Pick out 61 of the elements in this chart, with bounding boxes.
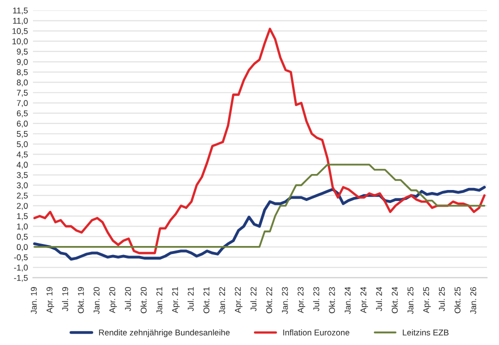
x-tick-label: Apr. 19 [46,287,54,314]
y-tick-label: 1,0 [17,224,28,230]
x-tick-label: Okt. 21 [203,287,210,314]
y-tick-label: 2,5 [16,192,28,200]
x-tick-label: Jan. 25 [408,287,414,314]
y-tick-label: 11,5 [13,8,28,14]
y-tick-label: 4,0 [16,162,28,169]
y-tick-label: 10,0 [12,38,28,46]
x-tick-label: Jul. 22 [250,287,256,312]
x-tick-label: Jan. 26 [470,287,476,314]
x-tick-label: Okt. 20 [140,287,147,314]
x-tick-label: Apr. 20 [109,287,117,314]
x-tick-label: Apr. 21 [172,287,180,314]
y-tick-label: 10,5 [12,28,28,36]
x-tick-label: Jul. 23 [313,287,320,312]
y-tick-label: 7,0 [16,100,28,107]
x-tick-label: Jan. 19 [30,287,37,314]
y-tick-label: 2,0 [16,202,28,210]
y-tick-label: 5,0 [16,141,28,148]
x-tick-label: Okt. 22 [266,287,272,314]
y-tick-label: 3,5 [16,172,28,179]
y-tick-label: -1,0 [14,264,28,272]
y-tick-label: 8,0 [16,80,28,86]
line-series [33,28,486,254]
x-tick-label: Apr. 24 [360,286,368,314]
y-tick-label: -0,5 [14,254,28,262]
y-tick-label: -1,5 [14,275,28,282]
y-tick-label: 0,5 [16,234,28,241]
line-series [34,164,486,248]
x-tick-label: Jul. 24 [376,286,382,312]
x-tick-label: Okt. 24 [392,286,398,314]
x-tick-label: Jul. 21 [188,287,194,312]
x-tick-label: Apr. 22 [234,287,242,314]
y-tick-label: 3,0 [16,182,28,190]
x-tick-label: Jul. 19 [62,287,68,312]
y-tick-label: 9,5 [16,48,28,56]
x-tick-label: Jan. 24 [344,286,351,314]
x-tick-label: Apr. 23 [298,287,306,314]
x-tick-label: Jan. 22 [219,287,226,314]
x-tick-label: Jan. 21 [156,287,162,314]
y-tick-label: 1,5 [17,213,28,220]
legend-label: Rendite zehnjährige Bundesanleihe [99,329,230,338]
y-tick-label: 6,0 [16,120,28,128]
x-tick-label: Jan. 20 [94,287,100,314]
x-tick-label: Okt. 25 [454,287,460,314]
y-tick-label: 7,5 [16,90,28,97]
y-tick-label: 8,5 [16,69,28,76]
x-tick-label: Jul. 25 [438,287,445,312]
legend-label: Inflation Eurozone [283,329,350,336]
x-tick-label: Okt. 19 [78,287,84,314]
y-tick-label: 11,0 [13,18,28,25]
x-tick-label: Jan. 23 [282,287,288,314]
y-tick-label: 5,5 [16,131,28,138]
legend-label: Leitzins EZB [402,329,449,336]
y-tick-label: 9,0 [16,58,28,66]
x-tick-label: Okt. 23 [328,287,335,314]
y-tick-label: 0,0 [16,244,28,251]
x-tick-label: Apr. 25 [423,287,431,314]
y-tick-label: 6,5 [16,110,28,118]
y-tick-label: 4,5 [16,152,28,158]
x-tick-label: Jul. 20 [124,287,131,312]
